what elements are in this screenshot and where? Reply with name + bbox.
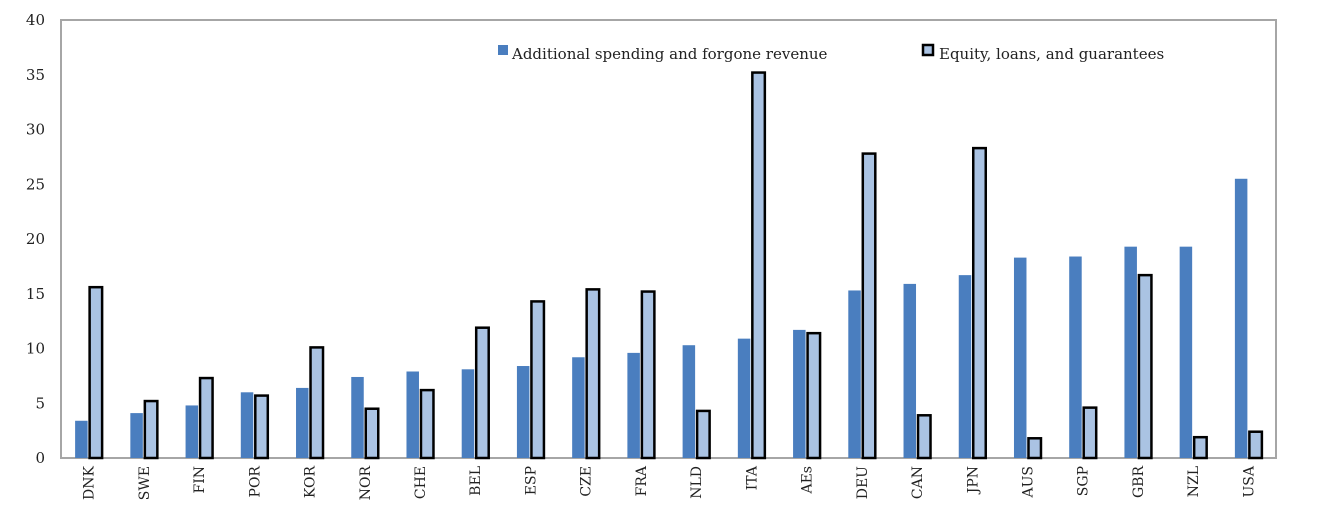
y-tick-label: 25	[26, 175, 45, 193]
bar-GBR-equity	[1137, 273, 1153, 460]
bar-AEs-spending	[793, 329, 806, 458]
bar-AUS-equity	[1027, 437, 1043, 460]
legend-swatch-equity	[921, 43, 935, 57]
y-tick-label: 5	[35, 394, 45, 412]
x-tick-label: ESP	[523, 466, 539, 495]
legend-label-spending: Additional spending and forgone revenue	[511, 45, 828, 63]
x-tick-label: NLD	[689, 466, 705, 499]
bar-SGP-spending	[1069, 256, 1082, 458]
bar-POR-spending	[240, 392, 254, 458]
bar-USA-equity	[1248, 430, 1264, 460]
bar-CAN-spending	[903, 283, 917, 458]
bar-GBR-spending	[1124, 246, 1137, 458]
bar-JPN-equity	[972, 146, 987, 460]
y-tick-label: 35	[26, 66, 45, 84]
x-tick-label: FRA	[634, 465, 650, 496]
bar-NLD-equity	[695, 409, 711, 460]
bar-NZL-equity	[1192, 435, 1208, 460]
x-tick-label: FIN	[192, 466, 208, 494]
bar-SGP-equity	[1082, 406, 1098, 460]
x-tick-label: NOR	[358, 466, 374, 501]
x-tick-label: CAN	[910, 466, 926, 499]
bar-NOR-spending	[351, 376, 364, 458]
bar-DEU-equity	[861, 152, 877, 460]
bar-NZL-spending	[1179, 246, 1193, 458]
bar-ESP-spending	[516, 366, 530, 458]
y-tick-label: 15	[26, 285, 45, 303]
bar-FRA-equity	[640, 290, 656, 460]
bar-CZE-equity	[585, 288, 601, 460]
bar-BEL-equity	[474, 326, 490, 460]
bar-CZE-spending	[572, 357, 585, 458]
bar-SWE-spending	[130, 413, 143, 458]
y-tick-label: 30	[26, 121, 45, 139]
x-tick-label: USA	[1241, 465, 1257, 497]
y-tick-label: 40	[26, 11, 45, 29]
bar-DNK-equity	[88, 285, 104, 460]
x-tick-label: DEU	[855, 466, 871, 499]
x-tick-label: GBR	[1131, 466, 1147, 498]
bar-NOR-equity	[364, 407, 380, 460]
bar-SWE-equity	[143, 399, 159, 460]
x-tick-label: KOR	[303, 466, 319, 499]
x-tick-label: AEs	[800, 466, 816, 495]
bar-ITA-spending	[737, 338, 751, 458]
y-tick-label: 10	[26, 340, 45, 358]
bar-CHE-spending	[406, 371, 419, 458]
x-tick-label: AUS	[1020, 466, 1036, 499]
bar-ITA-equity	[751, 71, 767, 460]
bar-AEs-equity	[806, 331, 822, 460]
bar-DNK-spending	[75, 420, 88, 458]
bar-JPN-spending	[958, 275, 972, 458]
bar-KOR-spending	[296, 387, 309, 458]
y-tick-label: 0	[35, 449, 45, 467]
x-tick-label: DNK	[82, 465, 98, 499]
bar-USA-spending	[1234, 178, 1248, 458]
bar-FIN-equity	[198, 376, 214, 460]
x-tick-label: ITA	[744, 465, 760, 490]
plot-area-border	[60, 19, 1277, 459]
x-tick-label: BEL	[468, 466, 484, 496]
x-tick-label: CZE	[579, 466, 595, 497]
bar-BEL-spending	[461, 369, 475, 458]
bar-ESP-equity	[530, 300, 546, 460]
x-tick-label: POR	[247, 466, 263, 498]
bar-FIN-spending	[185, 405, 199, 458]
bar-FRA-spending	[627, 352, 640, 458]
y-tick-label: 20	[26, 230, 45, 248]
bar-KOR-equity	[309, 346, 325, 460]
legend-swatch-spending	[498, 45, 508, 55]
x-tick-label: SWE	[137, 466, 153, 500]
bar-NLD-spending	[682, 345, 696, 458]
bar-CAN-equity	[916, 414, 932, 460]
x-tick-label: JPN	[965, 466, 981, 495]
bar-CHE-equity	[419, 388, 435, 460]
bar-AUS-spending	[1013, 257, 1027, 458]
x-tick-label: CHE	[413, 466, 429, 499]
bar-DEU-spending	[848, 290, 861, 458]
legend-label-equity: Equity, loans, and guarantees	[939, 45, 1164, 63]
x-tick-label: NZL	[1186, 466, 1202, 497]
x-tick-label: SGP	[1076, 466, 1092, 496]
bar-POR-equity	[254, 394, 270, 460]
